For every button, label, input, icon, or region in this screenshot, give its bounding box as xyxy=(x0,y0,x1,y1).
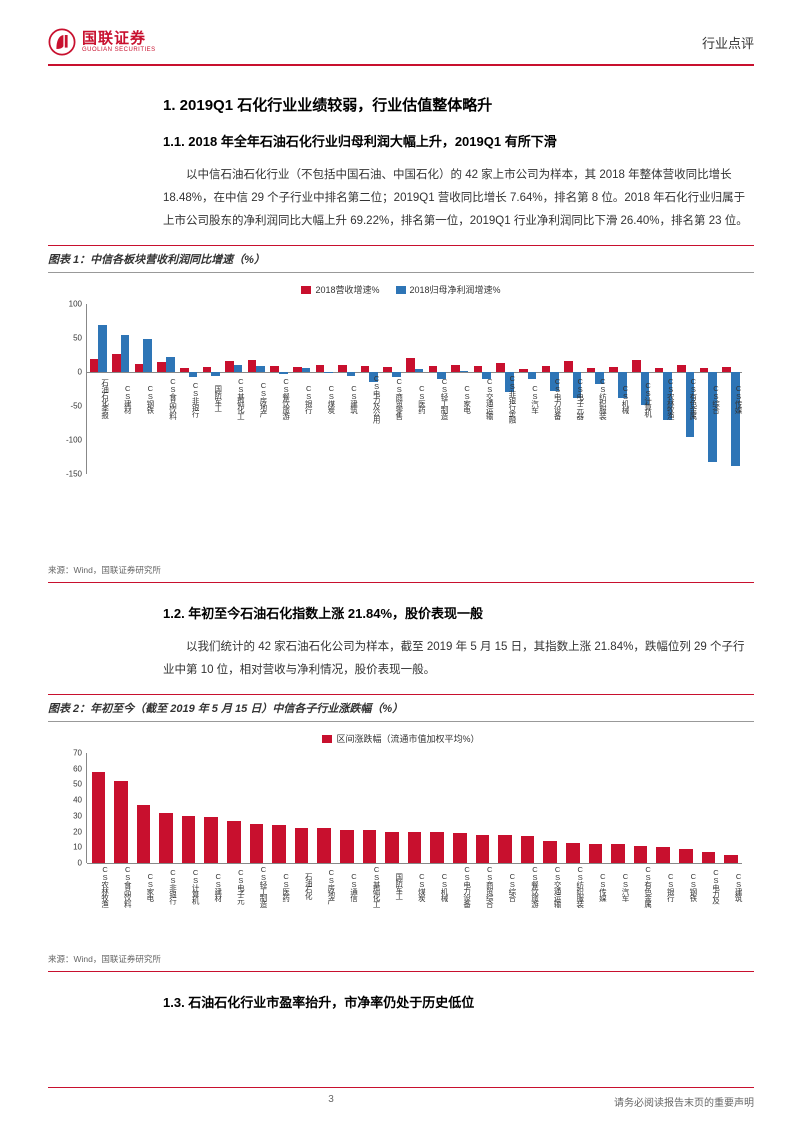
section-heading-1-3: 1.3. 石油石化行业市盈率抬升，市净率仍处于历史低位 xyxy=(163,992,754,1011)
logo-cn: 国联证券 xyxy=(82,31,156,47)
chart-2-legend: 区间涨跌幅（流通市值加权平均%） xyxy=(56,732,746,745)
section-heading-1: 1. 2019Q1 石化行业业绩较弱，行业估值整体略升 xyxy=(163,94,754,115)
header-category: 行业点评 xyxy=(702,33,754,52)
chart-1: 图表 1：中信各板块营收利润同比增速（%） 2018营收增速% 2018归母净利润… xyxy=(48,245,754,583)
legend-item: 2018营收增速% xyxy=(301,283,379,296)
chart-1-canvas: -150-100-50050100石油石化季报CS建材CS钢铁CS食品饮料CS非… xyxy=(56,304,746,474)
footer-disclaimer: 请务必阅读报告末页的重要声明 xyxy=(614,1094,754,1109)
logo-icon xyxy=(48,28,76,56)
paragraph-1: 以中信石油石化行业（不包括中国石油、中国石化）的 42 家上市公司为样本，其 2… xyxy=(163,164,754,233)
page-number: 3 xyxy=(48,1094,614,1109)
paragraph-2: 以我们统计的 42 家石油石化公司为样本，截至 2019 年 5 月 15 日，… xyxy=(163,636,754,682)
page-header: 国联证券 GUOLIAN SECURITIES 行业点评 xyxy=(48,28,754,66)
legend-item: 区间涨跌幅（流通市值加权平均%） xyxy=(322,732,479,745)
chart-2: 图表 2：年初至今（截至 2019 年 5 月 15 日）中信各子行业涨跌幅（%… xyxy=(48,694,754,972)
section-heading-1-1: 1.1. 2018 年全年石油石化行业归母利润大幅上升，2019Q1 有所下滑 xyxy=(163,131,754,150)
logo-en: GUOLIAN SECURITIES xyxy=(82,47,156,53)
logo: 国联证券 GUOLIAN SECURITIES xyxy=(48,28,156,56)
chart-1-title: 图表 1：中信各板块营收利润同比增速（%） xyxy=(48,245,754,273)
chart-1-legend: 2018营收增速% 2018归母净利润增速% xyxy=(56,283,746,296)
chart-2-canvas: 010203040506070CS农林牧渔CS食品饮料CS家电CS非银行CS计算… xyxy=(56,753,746,863)
chart-2-source: 来源：Wind，国联证券研究所 xyxy=(48,949,754,972)
chart-1-source: 来源：Wind，国联证券研究所 xyxy=(48,560,754,583)
page-footer: 3 请务必阅读报告末页的重要声明 xyxy=(48,1087,754,1109)
chart-2-title: 图表 2：年初至今（截至 2019 年 5 月 15 日）中信各子行业涨跌幅（%… xyxy=(48,694,754,722)
legend-item: 2018归母净利润增速% xyxy=(396,283,501,296)
section-heading-1-2: 1.2. 年初至今石油石化指数上涨 21.84%，股价表现一般 xyxy=(163,603,754,622)
